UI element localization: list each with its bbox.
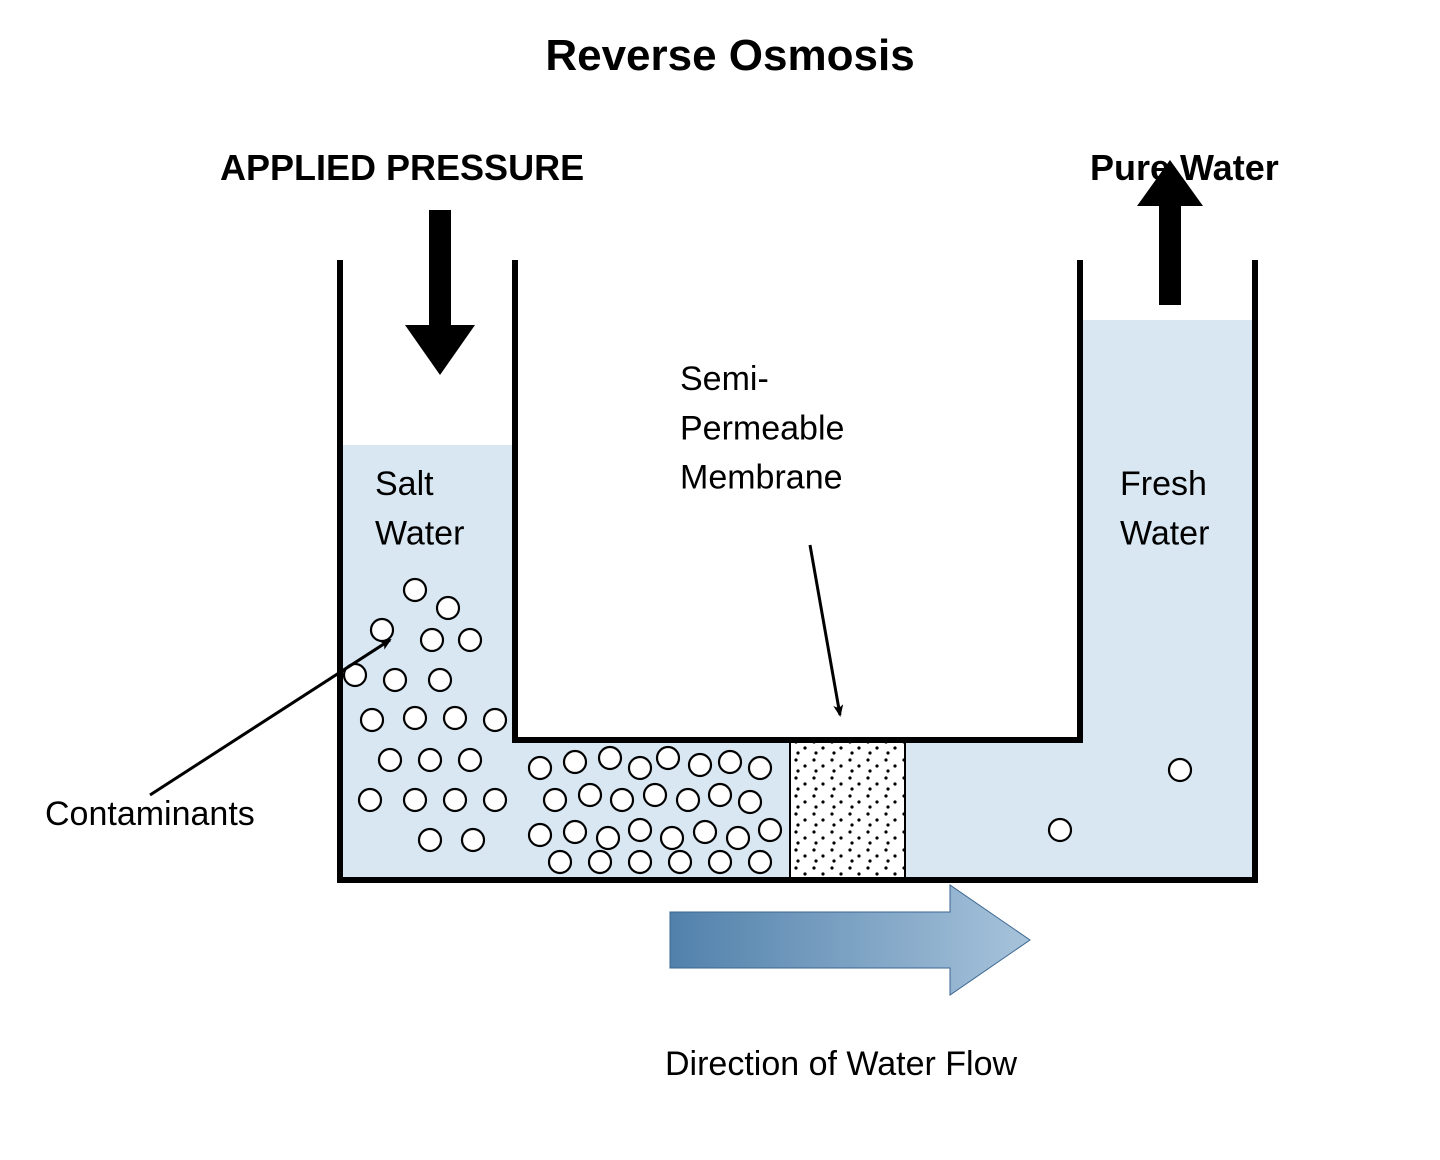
applied-pressure-label: APPLIED PRESSURE [220,147,584,188]
water-flow-arrow-icon [670,885,1030,995]
membrane-pointer-arrow-icon [810,545,840,715]
contaminants-label: Contaminants [45,795,255,833]
semi-permeable-membrane [790,740,905,880]
direction-of-water-flow-label: Direction of Water Flow [665,1045,1017,1083]
inner-container [515,260,1080,740]
diagram-title: Reverse Osmosis [545,31,914,80]
applied-pressure-arrow-icon [405,210,475,375]
pure-water-label: Pure Water [1090,147,1279,188]
semi-permeable-membrane-label: Semi- Permeable Membrane [680,360,854,497]
